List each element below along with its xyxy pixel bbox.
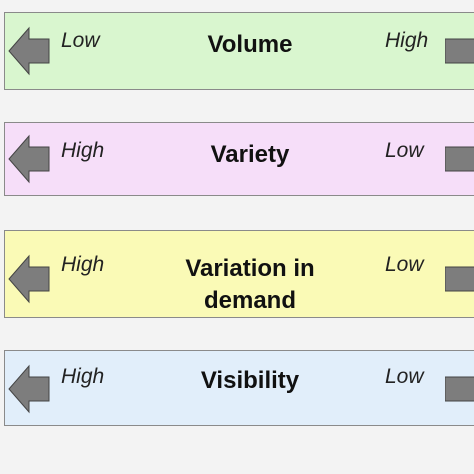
band: Low Volume High — [4, 12, 474, 90]
left-arrow — [8, 26, 50, 76]
right-arrow — [445, 38, 474, 64]
band-title: Volume — [207, 31, 293, 58]
left-label: High — [61, 139, 105, 162]
right-label: Low — [385, 253, 424, 276]
right-arrow — [445, 146, 474, 172]
right-arrow — [445, 266, 474, 292]
band: High Variation in demand Low — [4, 230, 474, 318]
band: High Variety Low — [4, 122, 474, 196]
band-title: Variety — [210, 141, 290, 168]
left-arrow — [8, 364, 50, 414]
right-label: Low — [385, 139, 424, 162]
band-title: Visibility — [200, 367, 300, 394]
left-label: High — [61, 365, 105, 388]
left-label: Low — [61, 29, 100, 52]
right-label: Low — [385, 365, 424, 388]
left-arrow — [8, 134, 50, 184]
right-label: High — [385, 29, 429, 52]
left-arrow — [8, 254, 50, 304]
right-arrow — [445, 376, 474, 402]
left-label: High — [61, 253, 105, 276]
band: High Visibility Low — [4, 350, 474, 426]
band-title: Variation in demand — [185, 255, 315, 314]
